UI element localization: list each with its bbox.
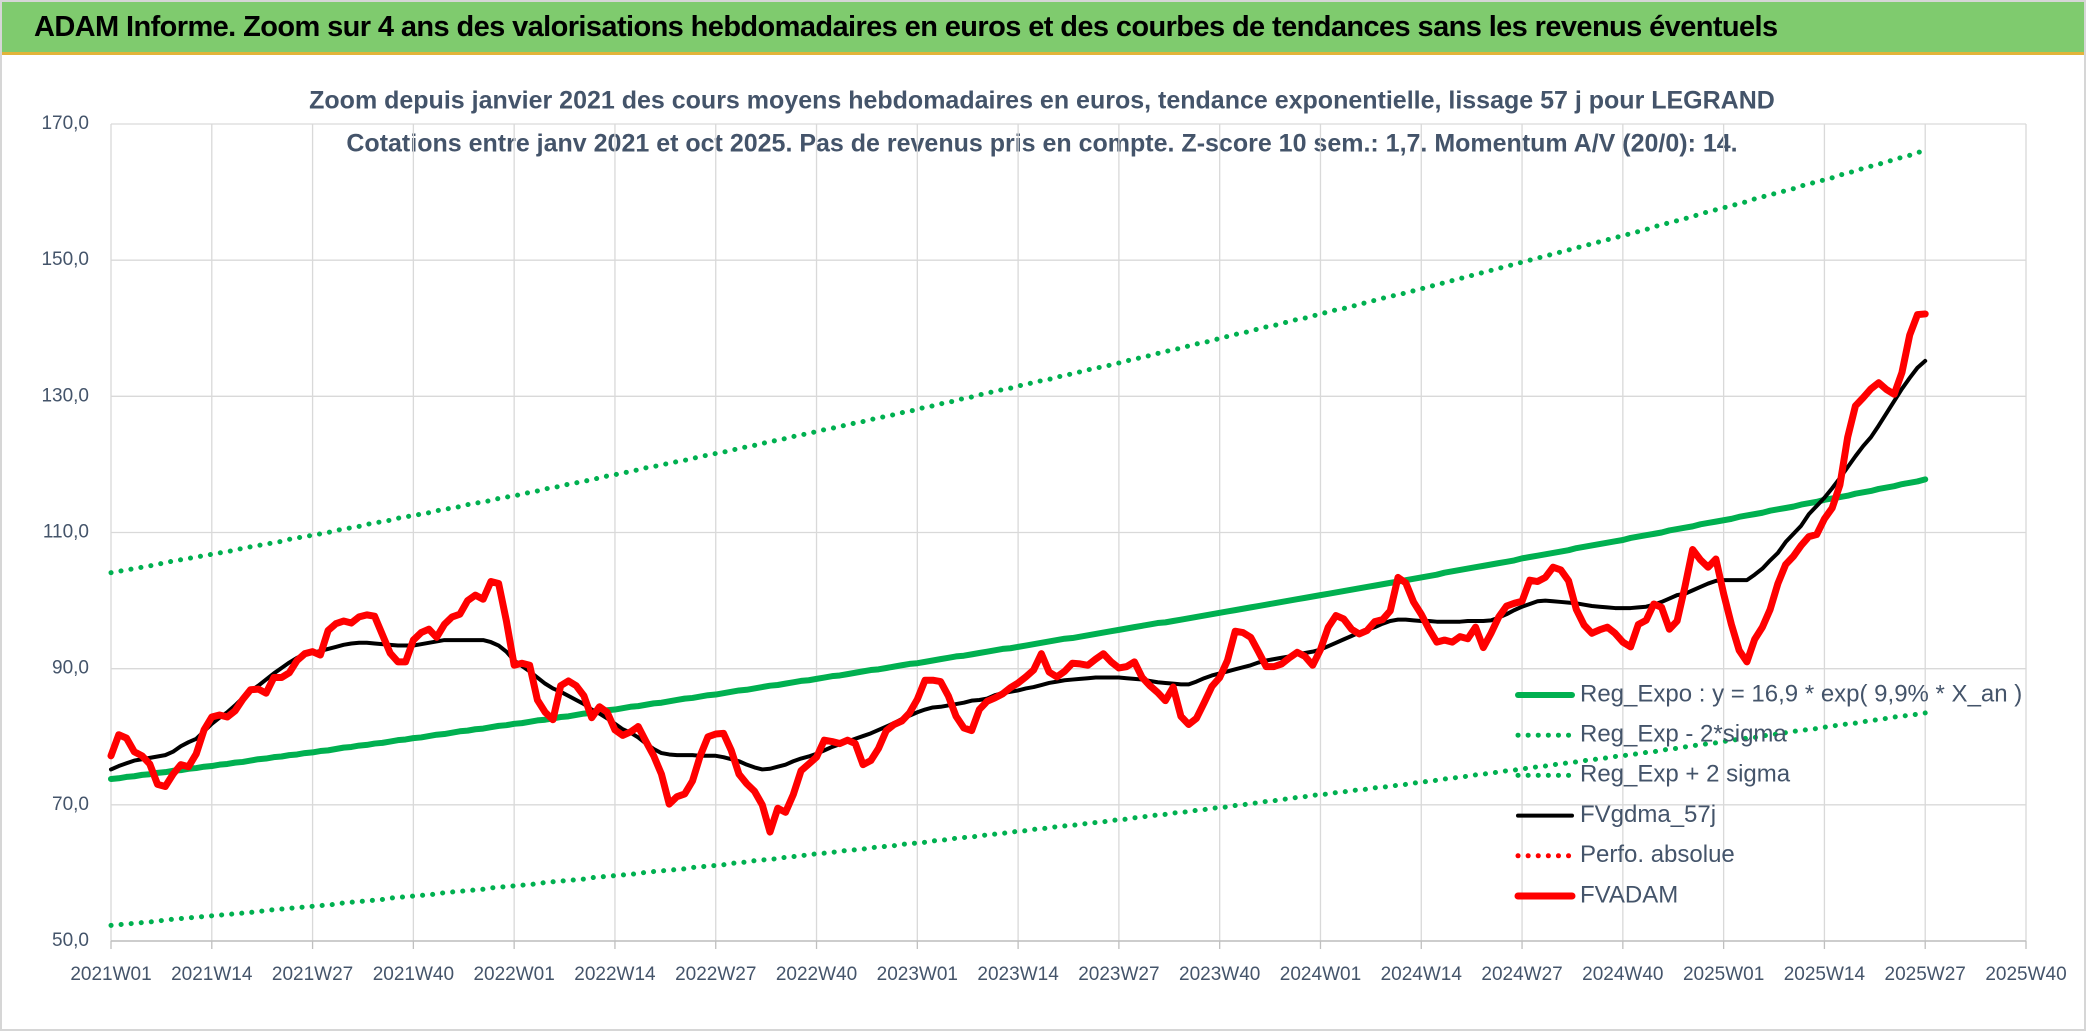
y-tick-label: 110,0	[43, 522, 89, 543]
series-line	[108, 710, 1928, 928]
x-tick-label: 2023W14	[977, 964, 1059, 985]
x-tick-label: 2022W40	[776, 964, 857, 985]
x-tick-label: 2023W01	[877, 964, 958, 985]
series-line	[107, 310, 1929, 836]
y-tick-label: 150,0	[41, 249, 89, 270]
chart-subtitle: Cotations entre janv 2021 et oct 2025. P…	[346, 130, 1737, 158]
series-line	[108, 148, 1928, 576]
y-tick-label: 70,0	[52, 794, 89, 815]
x-tick-label: 2023W27	[1078, 964, 1159, 985]
legend-label: Reg_Exp - 2*sigma	[1580, 721, 1787, 748]
x-tick-label: 2025W27	[1885, 964, 1966, 985]
x-tick-label: 2024W40	[1582, 964, 1663, 985]
legend-label: Reg_Expo : y = 16,9 * exp( 9,9% * X_an )	[1580, 680, 2022, 707]
x-tick-label: 2022W14	[574, 964, 656, 985]
y-tick-label: 170,0	[41, 113, 89, 134]
y-tick-label: 50,0	[52, 930, 89, 951]
x-tick-label: 2023W40	[1179, 964, 1260, 985]
x-tick-label: 2021W01	[70, 964, 151, 985]
x-tick-label: 2024W27	[1481, 964, 1562, 985]
y-tick-label: 130,0	[41, 385, 89, 406]
x-tick-label: 2022W27	[675, 964, 756, 985]
header: ADAM Informe. Zoom sur 4 ans des valoris…	[2, 2, 2084, 55]
x-tick-label: 2021W40	[373, 964, 454, 985]
x-tick-label: 2025W40	[1985, 964, 2066, 985]
y-tick-label: 90,0	[52, 658, 89, 679]
chart-title: Zoom depuis janvier 2021 des cours moyen…	[309, 87, 1775, 115]
legend-label: Perfo. absolue	[1580, 841, 1735, 868]
x-tick-label: 2022W01	[473, 964, 554, 985]
header-title: ADAM Informe. Zoom sur 4 ans des valoris…	[34, 11, 1778, 43]
legend-label: FVgdma_57j	[1580, 801, 1716, 828]
x-tick-label: 2024W14	[1381, 964, 1463, 985]
x-tick-label: 2021W27	[272, 964, 353, 985]
legend-label: FVADAM	[1580, 881, 1678, 908]
x-tick-label: 2024W01	[1280, 964, 1361, 985]
x-tick-label: 2025W14	[1784, 964, 1866, 985]
series-line	[108, 476, 1929, 782]
legend-label: Reg_Exp + 2 sigma	[1580, 761, 1791, 788]
x-tick-label: 2025W01	[1683, 964, 1764, 985]
x-tick-label: 2021W14	[171, 964, 253, 985]
